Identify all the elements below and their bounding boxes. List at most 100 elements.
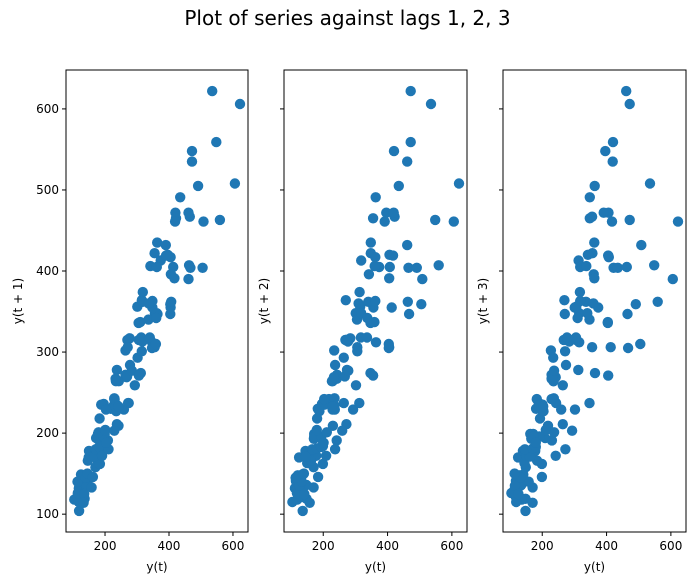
data-point — [557, 380, 568, 391]
data-point — [72, 476, 83, 487]
data-point — [100, 404, 112, 415]
data-point — [622, 342, 634, 354]
data-point — [402, 239, 413, 251]
data-point — [584, 397, 595, 409]
data-point — [672, 216, 684, 227]
data-point — [170, 207, 181, 218]
axes-frame — [502, 69, 687, 533]
data-point — [403, 308, 415, 320]
scatter-points — [287, 85, 465, 517]
data-point — [536, 471, 548, 483]
data-point — [548, 352, 559, 363]
data-point — [329, 393, 340, 404]
data-point — [621, 261, 632, 273]
data-point — [582, 249, 594, 260]
data-point — [304, 497, 315, 508]
data-point — [644, 178, 656, 189]
data-point — [381, 207, 392, 218]
x-tick-label: 600 — [440, 539, 463, 553]
data-point — [183, 260, 195, 271]
data-point — [101, 437, 112, 448]
data-point — [566, 425, 578, 436]
data-point — [624, 214, 635, 226]
data-point — [652, 296, 663, 307]
data-point — [86, 482, 97, 493]
data-point — [317, 458, 329, 470]
data-point — [581, 260, 592, 272]
data-point — [343, 365, 354, 376]
x-tick-label: 600 — [659, 539, 682, 553]
data-point — [386, 302, 397, 313]
data-point — [350, 380, 362, 391]
data-point — [569, 404, 581, 415]
data-point — [606, 216, 618, 227]
data-point — [320, 450, 332, 461]
data-point — [297, 505, 308, 517]
data-point — [370, 295, 381, 307]
data-point — [183, 207, 194, 218]
data-point — [405, 136, 416, 148]
y-tick-label: 500 — [36, 183, 59, 197]
data-point — [135, 316, 146, 328]
data-point — [311, 424, 322, 436]
data-point — [586, 342, 598, 353]
data-point — [124, 333, 135, 344]
data-point — [548, 427, 560, 438]
data-point — [136, 346, 147, 357]
data-point — [352, 346, 363, 357]
data-point — [370, 192, 381, 203]
data-point — [214, 214, 226, 226]
data-point — [321, 427, 332, 438]
data-point — [319, 393, 330, 405]
data-point — [527, 497, 538, 508]
data-point — [588, 298, 599, 309]
data-point — [509, 468, 520, 479]
scatter-points — [69, 85, 246, 517]
data-point — [411, 262, 422, 273]
x-tick-label: 600 — [222, 539, 245, 553]
data-point — [546, 393, 557, 405]
data-point — [388, 145, 400, 157]
data-point — [379, 216, 390, 227]
data-point — [160, 250, 172, 261]
data-point — [622, 308, 633, 320]
data-point — [557, 419, 568, 430]
axes-frame — [65, 69, 249, 533]
data-point — [234, 98, 246, 110]
data-point — [340, 295, 351, 306]
data-point — [354, 286, 365, 298]
data-point — [540, 424, 551, 436]
data-point — [561, 332, 573, 343]
data-point — [560, 359, 572, 371]
data-point — [513, 488, 524, 500]
data-point — [338, 397, 349, 409]
data-point — [584, 192, 595, 203]
data-point — [356, 255, 367, 266]
data-point — [635, 338, 646, 350]
data-point — [624, 98, 635, 110]
data-point — [198, 216, 209, 227]
data-point — [559, 346, 571, 357]
data-point — [384, 273, 395, 284]
data-point — [365, 237, 376, 248]
data-point — [144, 332, 155, 343]
data-point — [575, 295, 586, 307]
data-point — [123, 397, 134, 409]
data-point — [383, 338, 394, 350]
data-point — [363, 269, 375, 280]
data-point — [416, 299, 427, 310]
data-point — [186, 145, 198, 157]
x-tick-label: 200 — [94, 539, 117, 553]
data-point — [100, 424, 111, 436]
data-point — [538, 401, 549, 412]
subplot-lag-1: 200 400 600 100 200 300 400 500 600 y(t) y(t + 1) — [11, 69, 249, 574]
data-point — [129, 380, 140, 391]
data-point — [300, 451, 312, 462]
x-axis-label: y(t) — [146, 560, 167, 574]
data-point — [548, 365, 560, 376]
x-tick-label: 400 — [595, 539, 618, 553]
x-tick-label: 200 — [531, 539, 554, 553]
data-point — [621, 85, 632, 97]
scatter-points — [506, 85, 684, 517]
data-point — [312, 471, 324, 483]
